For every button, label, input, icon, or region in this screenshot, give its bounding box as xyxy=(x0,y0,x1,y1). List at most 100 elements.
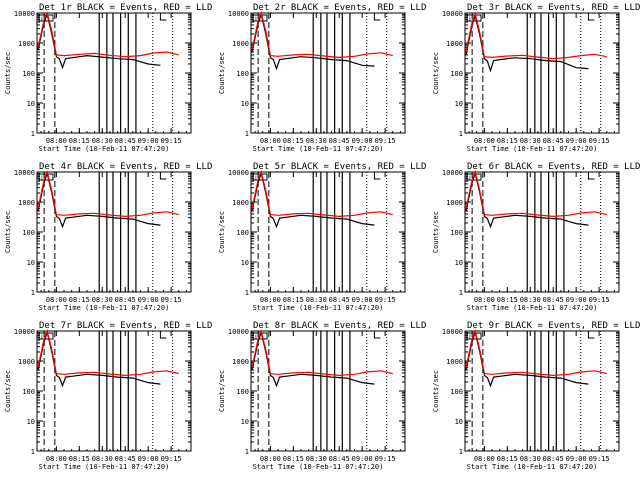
y-tick-label: 100 xyxy=(236,229,249,237)
panel-det-1: Det 1r BLACK = Events, RED = LLD 1 10 100 10… xyxy=(4,3,212,153)
y-tick-label: 10000 xyxy=(228,169,249,177)
y-tick-label: 10000 xyxy=(14,169,35,177)
x-tick-label: 08:00 xyxy=(474,137,495,145)
y-axis-label: Counts/sec xyxy=(218,370,226,412)
bracket-marker xyxy=(159,331,167,339)
x-tick-label: 08:00 xyxy=(260,296,281,304)
x-tick-label: 09:00 xyxy=(352,137,373,145)
x-tick-label: 08:45 xyxy=(115,296,136,304)
panel-det-8: Det 8r BLACK = Events, RED = LLD 1 10 100 10… xyxy=(218,321,426,471)
series-line-lld xyxy=(465,170,607,218)
x-tick-label: 09:00 xyxy=(138,137,159,145)
x-tick-label: 09:00 xyxy=(138,296,159,304)
y-tick-label: 1 xyxy=(245,289,249,297)
panel-det-5: Det 5r BLACK = Events, RED = LLD 1 10 100 10… xyxy=(218,162,426,312)
panel-title: Det 6r BLACK = Events, RED = LLD xyxy=(467,162,640,172)
y-axis-label: Counts/sec xyxy=(432,370,440,412)
y-tick-label: 10000 xyxy=(442,169,463,177)
x-tick-label: 08:45 xyxy=(115,137,136,145)
x-tick-label: 08:45 xyxy=(115,455,136,463)
bracket-marker xyxy=(159,13,167,21)
panel-title: Det 7r BLACK = Events, RED = LLD xyxy=(39,321,212,331)
y-tick-label: 1000 xyxy=(446,40,463,48)
x-axis-label: Start Time (10-Feb-11 07:47:20) xyxy=(467,463,598,471)
bracket-marker xyxy=(373,331,381,339)
x-axis-label: Start Time (10-Feb-11 07:47:20) xyxy=(467,145,598,153)
y-tick-label: 10 xyxy=(241,100,249,108)
x-tick-label: 08:00 xyxy=(260,455,281,463)
x-tick-label: 09:15 xyxy=(161,137,182,145)
panel-det-6: Det 6r BLACK = Events, RED = LLD 1 10 100 10… xyxy=(432,162,640,312)
y-tick-label: 1000 xyxy=(232,358,249,366)
x-tick-label: 08:15 xyxy=(497,455,518,463)
x-tick-label: 09:15 xyxy=(589,455,610,463)
plot-frame xyxy=(250,330,406,452)
x-tick-label: 09:15 xyxy=(375,455,396,463)
y-tick-label: 10 xyxy=(455,259,463,267)
y-tick-label: 1000 xyxy=(18,40,35,48)
x-axis-label: Start Time (10-Feb-11 07:47:20) xyxy=(39,304,170,312)
plot-frame xyxy=(250,171,406,293)
x-tick-label: 08:15 xyxy=(69,137,90,145)
panel-title: Det 2r BLACK = Events, RED = LLD xyxy=(253,3,426,13)
y-tick-label: 1000 xyxy=(18,358,35,366)
x-tick-label: 08:00 xyxy=(46,137,67,145)
x-tick-label: 09:00 xyxy=(566,137,587,145)
y-tick-label: 100 xyxy=(450,70,463,78)
y-tick-label: 10000 xyxy=(14,10,35,18)
y-tick-label: 100 xyxy=(236,70,249,78)
panel-title: Det 4r BLACK = Events, RED = LLD xyxy=(39,162,212,172)
panel-det-4: Det 4r BLACK = Events, RED = LLD 1 10 100 10… xyxy=(4,162,212,312)
plot-frame xyxy=(250,12,406,134)
x-tick-label: 08:45 xyxy=(543,296,564,304)
y-tick-label: 10 xyxy=(27,418,35,426)
x-tick-label: 09:15 xyxy=(589,137,610,145)
y-tick-label: 1000 xyxy=(446,199,463,207)
series-line-lld xyxy=(37,329,179,377)
plot-frame xyxy=(36,330,192,452)
y-tick-label: 1 xyxy=(245,130,249,138)
y-tick-label: 1 xyxy=(31,448,35,456)
x-tick-label: 08:15 xyxy=(497,296,518,304)
x-tick-label: 08:00 xyxy=(46,455,67,463)
y-tick-label: 10000 xyxy=(228,10,249,18)
x-tick-label: 08:45 xyxy=(329,137,350,145)
x-tick-label: 08:45 xyxy=(543,137,564,145)
series-line-lld xyxy=(251,11,393,59)
x-tick-label: 08:45 xyxy=(329,455,350,463)
x-tick-label: 09:00 xyxy=(352,296,373,304)
x-axis-label: Start Time (10-Feb-11 07:47:20) xyxy=(253,304,384,312)
y-axis-label: Counts/sec xyxy=(218,52,226,94)
x-tick-label: 08:30 xyxy=(520,137,541,145)
y-tick-label: 100 xyxy=(450,388,463,396)
x-tick-label: 08:30 xyxy=(306,137,327,145)
x-tick-label: 09:15 xyxy=(375,296,396,304)
x-tick-label: 08:30 xyxy=(92,455,113,463)
x-tick-label: 08:00 xyxy=(260,137,281,145)
x-tick-label: 08:15 xyxy=(283,137,304,145)
x-tick-label: 09:00 xyxy=(138,455,159,463)
bracket-marker xyxy=(587,172,595,180)
y-tick-label: 1 xyxy=(31,130,35,138)
plot-frame xyxy=(464,12,620,134)
y-tick-label: 1 xyxy=(245,448,249,456)
x-axis-label: Start Time (10-Feb-11 07:47:20) xyxy=(253,145,384,153)
x-tick-label: 08:30 xyxy=(520,455,541,463)
x-tick-label: 09:15 xyxy=(161,455,182,463)
y-tick-label: 10 xyxy=(241,259,249,267)
plot-frame xyxy=(36,171,192,293)
y-axis-label: Counts/sec xyxy=(432,52,440,94)
y-tick-label: 1000 xyxy=(232,199,249,207)
x-axis-label: Start Time (10-Feb-11 07:47:20) xyxy=(39,145,170,153)
y-tick-label: 10000 xyxy=(442,10,463,18)
y-tick-label: 10000 xyxy=(228,328,249,336)
y-tick-label: 1 xyxy=(31,289,35,297)
x-axis-label: Start Time (10-Feb-11 07:47:20) xyxy=(39,463,170,471)
series-line-lld xyxy=(37,170,179,218)
x-tick-label: 08:15 xyxy=(69,455,90,463)
panel-det-3: Det 3r BLACK = Events, RED = LLD 1 10 100 10… xyxy=(432,3,640,153)
x-tick-label: 08:15 xyxy=(497,137,518,145)
panel-det-7: Det 7r BLACK = Events, RED = LLD 1 10 100 10… xyxy=(4,321,212,471)
x-tick-label: 09:00 xyxy=(566,296,587,304)
